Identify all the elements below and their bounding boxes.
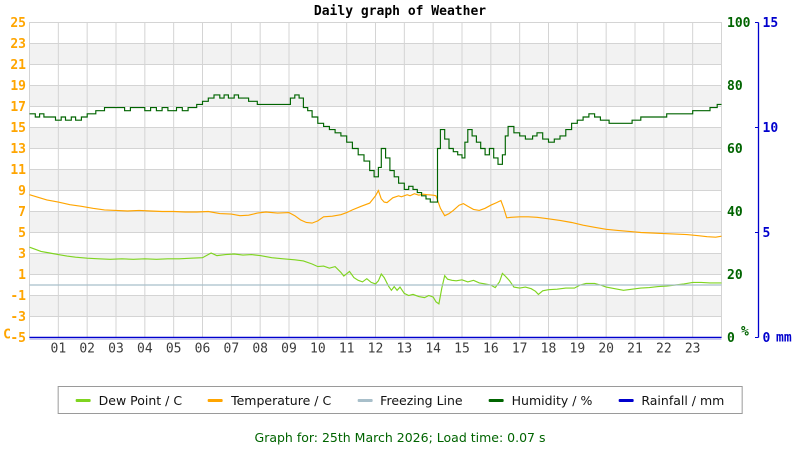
axis-left-tick-label: 3 bbox=[18, 247, 26, 262]
axis-left-tick-label: 17 bbox=[10, 100, 26, 115]
legend-label: Dew Point / C bbox=[98, 392, 183, 408]
axis-x-tick-label: 17 bbox=[512, 342, 528, 357]
axis-left-unit: C bbox=[3, 328, 11, 343]
axis-x-tick-label: 03 bbox=[108, 342, 124, 357]
axis-left-tick-label: 9 bbox=[18, 184, 26, 199]
axis-x-tick-label: 22 bbox=[656, 342, 672, 357]
chart-legend: Dew Point / C Temperature / C Freezing Lin… bbox=[57, 386, 743, 414]
axis-rain-unit: mm bbox=[776, 331, 792, 346]
axis-left-labels: 25 23 21 19 17 15 13 11 9 7 5 3 1 -1 -3 -5 bbox=[10, 16, 26, 346]
axis-humidity-tick-label: 100 bbox=[727, 16, 751, 31]
axis-left-tick-label: 21 bbox=[10, 58, 26, 73]
axis-x-tick-label: 14 bbox=[425, 342, 441, 357]
axis-humidity-tick-label: 20 bbox=[727, 268, 743, 283]
axis-x-labels: 01 02 03 04 05 06 07 08 09 10 11 12 13 14 15 16 17 18 19 20… bbox=[51, 342, 701, 357]
axis-left-tick-label: 13 bbox=[10, 142, 26, 157]
legend-label: Freezing Line bbox=[380, 392, 463, 408]
axis-left-tick-label: 7 bbox=[18, 205, 26, 220]
axis-rain-labels: 15 10 5 0 bbox=[755, 16, 778, 346]
axis-x-tick-label: 23 bbox=[685, 342, 701, 357]
axis-left-tick-label: 15 bbox=[10, 121, 26, 136]
axis-humidity-tick-label: 0 bbox=[727, 331, 735, 346]
legend-item-freezing: Freezing Line bbox=[357, 392, 463, 408]
legend-label: Temperature / C bbox=[231, 392, 332, 408]
axis-left-tick-label: 5 bbox=[18, 226, 26, 241]
axis-rain-tick-label: 0 bbox=[763, 331, 771, 346]
axis-rain-tick-label: 10 bbox=[763, 121, 779, 136]
legend-item-humidity: Humidity / % bbox=[488, 392, 593, 408]
axis-humidity-tick-label: 80 bbox=[727, 79, 743, 94]
legend-swatch-icon bbox=[357, 398, 373, 402]
series-line-temperature bbox=[29, 189, 722, 238]
axis-x-tick-label: 06 bbox=[195, 342, 211, 357]
axis-x-tick-label: 08 bbox=[252, 342, 268, 357]
axis-left-tick-label: -1 bbox=[10, 289, 26, 304]
legend-swatch-icon bbox=[618, 398, 634, 402]
legend-label: Rainfall / mm bbox=[641, 392, 725, 408]
axis-left-tick-label: -3 bbox=[10, 310, 26, 325]
axis-left-tick-label: 11 bbox=[10, 163, 26, 178]
legend-label: Humidity / % bbox=[511, 392, 593, 408]
axis-x-tick-label: 19 bbox=[570, 342, 586, 357]
series-line-humidity bbox=[29, 94, 722, 203]
legend-swatch-icon bbox=[75, 398, 91, 402]
axis-x-tick-label: 05 bbox=[166, 342, 182, 357]
axis-rain-tick-label: 5 bbox=[763, 226, 771, 241]
axis-humidity-tick-label: 40 bbox=[727, 205, 743, 220]
axis-x-tick-label: 18 bbox=[541, 342, 557, 357]
chart-caption: Graph for: 25th March 2026; Load time: 0… bbox=[254, 430, 546, 445]
legend-item-dew: Dew Point / C bbox=[75, 392, 183, 408]
series-line-dew bbox=[29, 246, 722, 305]
chart-plot-area: 252321191715131197531-1-3-5C100806040200… bbox=[3, 16, 792, 357]
axis-x-tick-label: 21 bbox=[627, 342, 643, 357]
axis-x-tick-label: 09 bbox=[281, 342, 297, 357]
legend-swatch-icon bbox=[208, 398, 224, 402]
legend-swatch-icon bbox=[488, 398, 504, 402]
chart-title: Daily graph of Weather bbox=[313, 4, 487, 19]
axis-humidity-tick-label: 60 bbox=[727, 142, 743, 157]
axis-left-tick-label: -5 bbox=[10, 331, 26, 346]
axis-x-tick-label: 11 bbox=[339, 342, 355, 357]
axis-x-tick-label: 10 bbox=[310, 342, 326, 357]
axis-x-tick-label: 20 bbox=[598, 342, 614, 357]
axis-x-tick-label: 01 bbox=[51, 342, 67, 357]
axis-left-tick-label: 1 bbox=[18, 268, 26, 283]
axis-x-tick-label: 15 bbox=[454, 342, 470, 357]
axis-x-tick-label: 04 bbox=[137, 342, 153, 357]
axis-rain-tick-label: 15 bbox=[763, 16, 779, 31]
axis-x-tick-label: 02 bbox=[79, 342, 95, 357]
axis-left-tick-label: 19 bbox=[10, 79, 26, 94]
axis-left-tick-label: 25 bbox=[10, 16, 26, 31]
axis-humidity-labels: 100 80 60 40 20 0 bbox=[727, 16, 751, 346]
axis-left-tick-label: 23 bbox=[10, 37, 26, 52]
axis-humidity-unit: % bbox=[741, 325, 749, 340]
axis-x-tick-label: 12 bbox=[368, 342, 384, 357]
legend-item-temperature: Temperature / C bbox=[208, 393, 331, 408]
axis-x-tick-label: 13 bbox=[397, 342, 413, 357]
legend-item-rainfall: Rainfall / mm bbox=[618, 393, 724, 408]
axis-x-tick-label: 16 bbox=[483, 342, 499, 357]
axis-x-tick-label: 07 bbox=[224, 342, 240, 357]
grid-lines bbox=[29, 22, 722, 338]
